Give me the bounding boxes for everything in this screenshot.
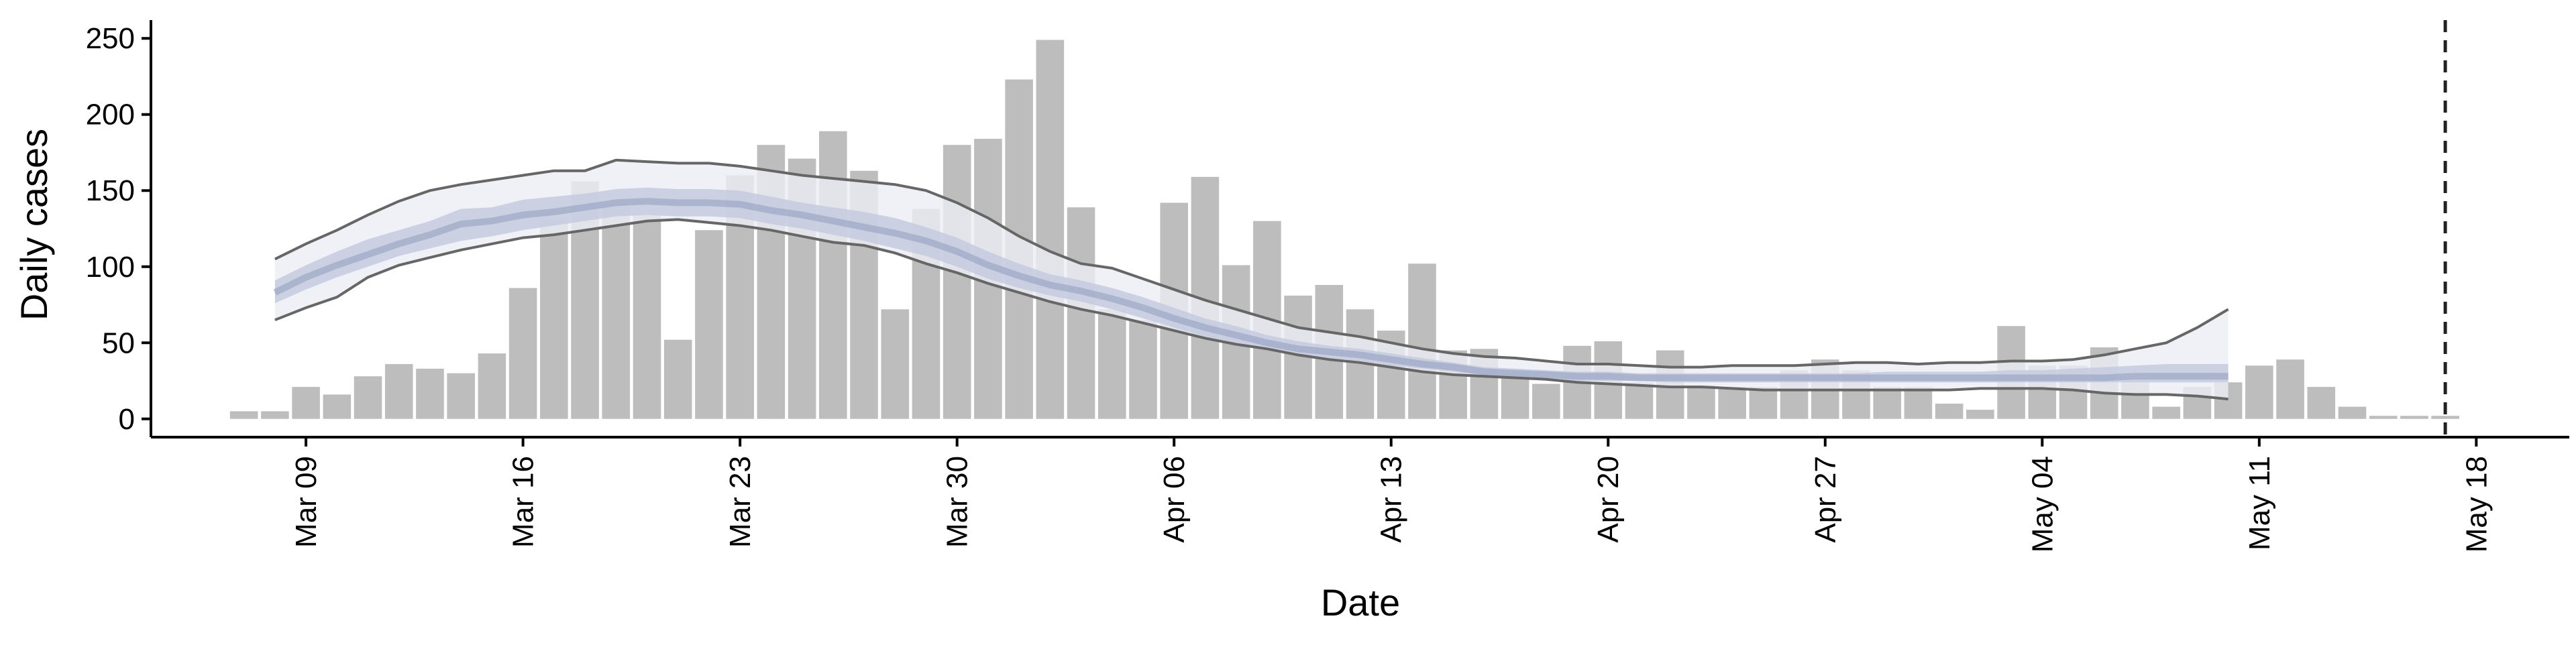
y-tick-label-0: 0: [119, 403, 135, 436]
bar-2020-05-16: [2400, 416, 2428, 419]
bar-2020-04-05: [1129, 320, 1157, 419]
bar-2020-04-02: [1036, 40, 1065, 419]
y-tick-label-200: 200: [86, 99, 135, 131]
x-tick-label-2020-04-20: Apr 20: [1592, 456, 1625, 543]
bar-2020-04-29: [1873, 387, 1902, 419]
bar-2020-04-04: [1097, 309, 1126, 419]
y-tick-label-150: 150: [86, 174, 135, 207]
x-tick-label-2020-04-06: Apr 06: [1158, 456, 1191, 543]
bar-2020-03-30: [943, 145, 971, 419]
bar-2020-03-16: [508, 288, 537, 419]
bar-2020-03-07: [229, 411, 258, 419]
bar-2020-05-12: [2276, 359, 2304, 419]
x-tick-label-2020-03-23: Mar 23: [724, 456, 757, 548]
bar-2020-03-09: [292, 387, 320, 419]
bar-2020-05-15: [2369, 416, 2398, 419]
x-tick-label-2020-04-27: Apr 27: [1809, 456, 1842, 543]
bar-2020-05-17: [2431, 416, 2459, 419]
bar-2020-05-11: [2245, 365, 2273, 419]
x-tick-label-2020-04-13: Apr 13: [1375, 456, 1408, 543]
bar-2020-05-01: [1935, 404, 1964, 419]
ci50-band: [274, 187, 2229, 383]
x-tick-label-2020-03-30: Mar 30: [941, 456, 974, 548]
bar-2020-03-14: [447, 373, 475, 419]
bar-2020-03-12: [384, 364, 413, 419]
x-tick-label-2020-05-04: May 04: [2026, 456, 2059, 552]
y-axis-ticks: 0 50 100 150 200 250: [86, 22, 151, 436]
x-tick-label-2020-03-16: Mar 16: [507, 456, 540, 548]
y-tick-label-100: 100: [86, 251, 135, 284]
band-layer: [273, 158, 2229, 401]
bar-2020-04-18: [1532, 384, 1560, 419]
bar-2020-03-08: [261, 411, 289, 419]
bar-2020-03-19: [602, 202, 631, 419]
bar-2020-05-14: [2338, 406, 2367, 419]
bar-2020-04-14: [1408, 263, 1436, 419]
bar-2020-03-20: [633, 215, 661, 419]
x-tick-label-2020-05-11: May 11: [2243, 456, 2276, 550]
x-axis-ticks: Mar 09 Mar 16 Mar 23 Mar 30 Apr 06 Apr 13 Apr …: [290, 437, 2493, 552]
lower-bound-line: [274, 218, 2229, 401]
bar-2020-04-17: [1501, 373, 1529, 419]
x-axis-label: Date: [1321, 581, 1400, 624]
upper-bound-line: [274, 158, 2229, 369]
bar-2020-05-08: [2152, 406, 2180, 419]
axes-layer: [150, 20, 2569, 438]
y-axis-label: Daily cases: [13, 129, 55, 320]
bar-2020-03-28: [881, 309, 910, 419]
x-tick-label-2020-03-09: Mar 09: [290, 456, 323, 548]
bar-2020-03-15: [478, 353, 506, 419]
bar-2020-05-13: [2307, 387, 2336, 419]
y-tick-label-250: 250: [86, 22, 135, 55]
bar-2020-05-02: [1966, 410, 1994, 419]
bar-2020-03-21: [663, 339, 692, 419]
bar-2020-04-30: [1904, 387, 1933, 419]
bar-2020-04-03: [1067, 207, 1095, 419]
bar-2020-04-23: [1687, 385, 1715, 419]
bar-2020-03-26: [818, 131, 847, 419]
x-tick-label-2020-05-18: May 18: [2460, 456, 2493, 552]
bar-2020-03-13: [416, 368, 444, 419]
bars-layer: [229, 40, 2459, 419]
bar-2020-03-11: [354, 376, 382, 419]
bar-2020-03-22: [695, 230, 723, 419]
bar-2020-03-10: [323, 394, 352, 419]
bar-2020-04-21: [1625, 382, 1654, 419]
bar-2020-04-25: [1749, 387, 1778, 419]
bar-2020-03-17: [540, 219, 568, 419]
y-tick-label-50: 50: [102, 327, 135, 359]
median-line: [273, 198, 2229, 381]
bar-2020-04-24: [1718, 387, 1746, 419]
